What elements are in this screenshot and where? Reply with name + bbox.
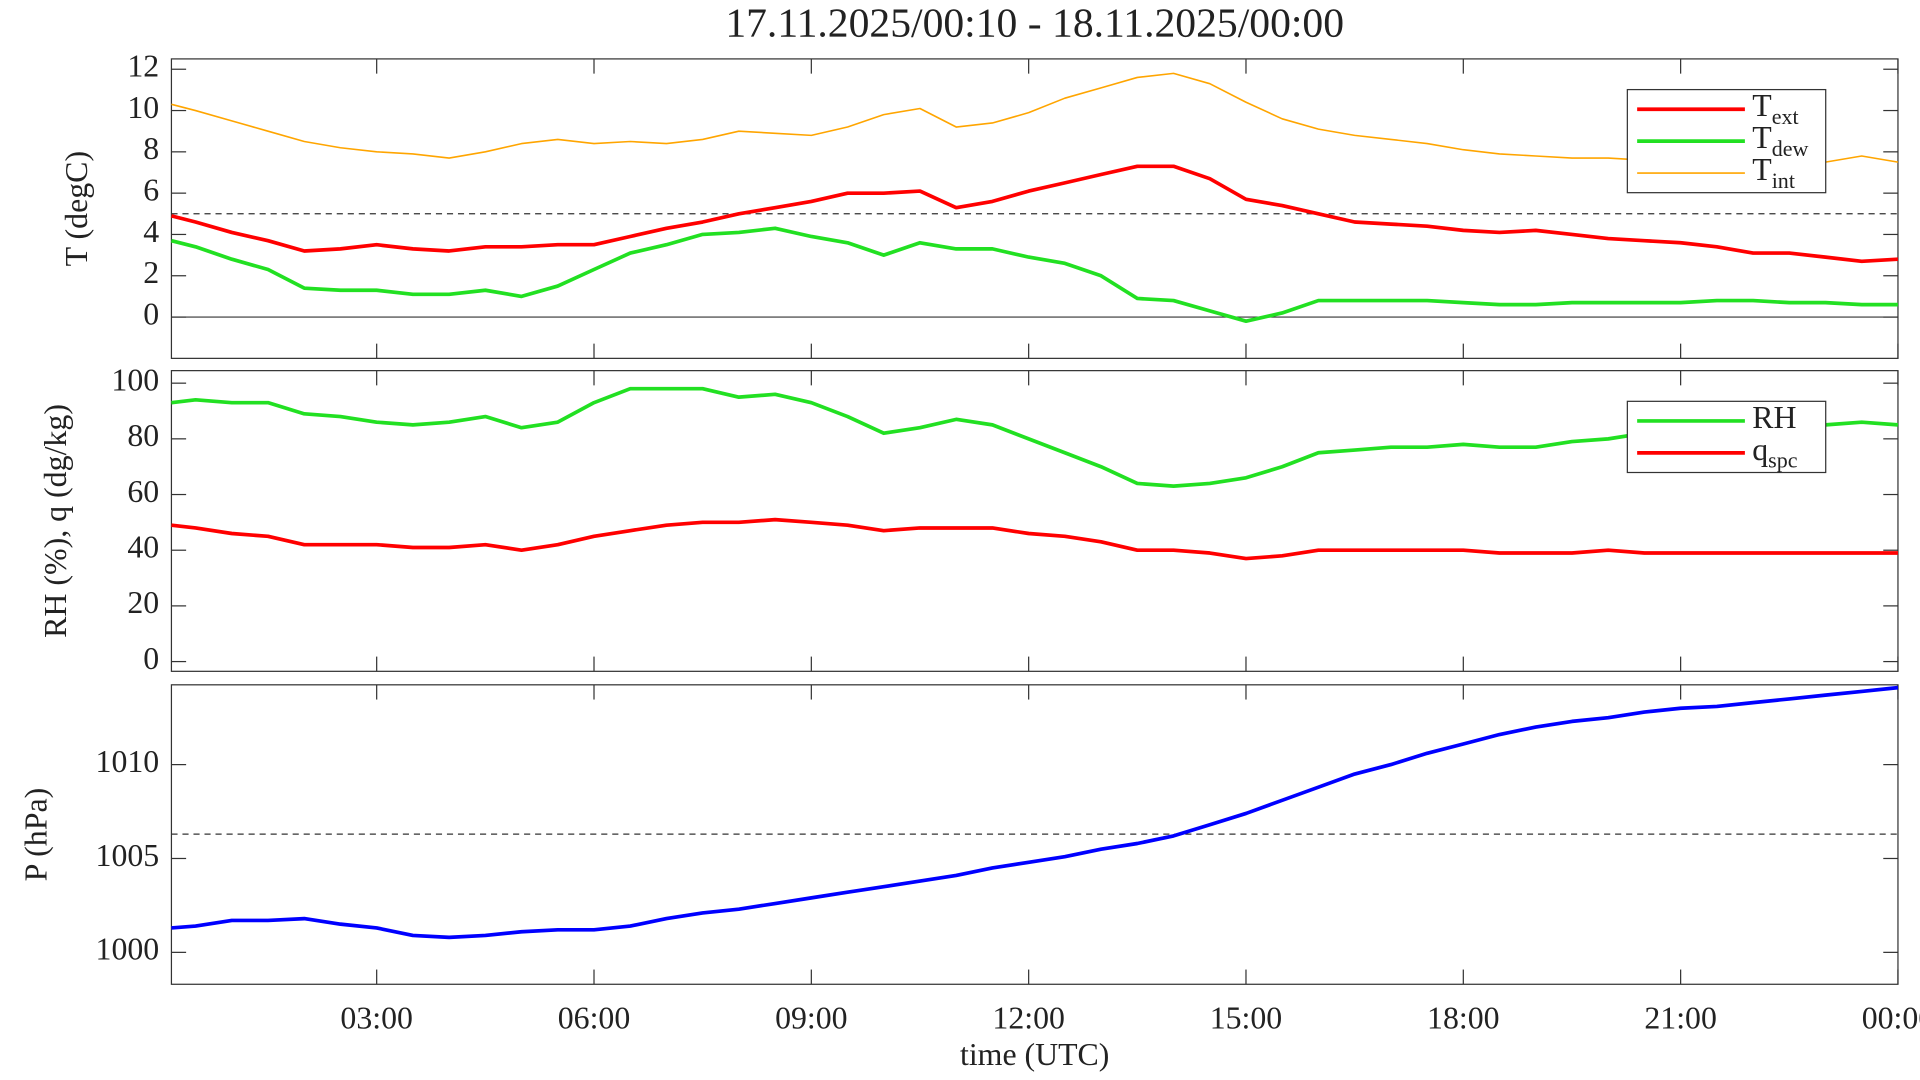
- y-axis-label: T (degC): [59, 151, 94, 266]
- y-tick-label: 1010: [96, 744, 160, 779]
- x-axis-label: time (UTC): [960, 1037, 1109, 1072]
- x-tick-label: 15:00: [1210, 1000, 1282, 1035]
- legend-label: RH: [1752, 400, 1796, 435]
- plot-frame: [170, 370, 1899, 672]
- x-tick-label: 03:00: [340, 1000, 412, 1035]
- legend-name: q: [1752, 432, 1768, 467]
- y-tick-label: 2: [143, 255, 159, 290]
- legend-box: [1626, 400, 1827, 474]
- y-tick-label: 60: [127, 474, 159, 509]
- y-tick-label: 12: [127, 49, 159, 84]
- y-axis-label: RH (%), q (dg/kg): [38, 404, 73, 638]
- series-line: [171, 386, 1899, 488]
- legend-label: Tdew: [1752, 120, 1808, 161]
- series-line: [170, 164, 1899, 264]
- y-tick-label: 6: [143, 172, 159, 207]
- y-axis-label: P (hPa): [19, 788, 54, 882]
- y-tick-label: 0: [143, 296, 159, 331]
- x-tick-label: 09:00: [775, 1000, 847, 1035]
- plot-frame: [170, 58, 1899, 359]
- series-line: [171, 685, 1899, 940]
- y-tick-label: 10: [127, 90, 159, 125]
- legend-label: Tint: [1752, 152, 1795, 193]
- legend-label: qspc: [1752, 432, 1797, 473]
- x-tick-label: 06:00: [558, 1000, 630, 1035]
- legend-subscript: spc: [1768, 448, 1798, 473]
- legend-name: T: [1752, 120, 1771, 155]
- y-tick-label: 4: [143, 214, 159, 249]
- y-tick-label: 8: [143, 131, 159, 166]
- y-tick-label: 1005: [96, 838, 160, 873]
- series-line: [170, 226, 1898, 324]
- x-tick-label: 21:00: [1644, 1000, 1716, 1035]
- x-tick-label: 00:00: [1862, 1000, 1920, 1035]
- legend-subscript: ext: [1772, 104, 1799, 129]
- chart-title: 17.11.2025/00:10 - 18.11.2025/00:00: [725, 1, 1344, 47]
- legend-name: T: [1752, 89, 1771, 124]
- y-tick-label: 1000: [96, 932, 160, 967]
- x-tick-label: 12:00: [992, 1000, 1064, 1035]
- legend-subscript: dew: [1772, 136, 1809, 161]
- legend-name: RH: [1752, 400, 1796, 435]
- series-line: [171, 72, 1899, 163]
- legend-name: T: [1752, 152, 1771, 187]
- y-tick-label: 100: [111, 362, 159, 397]
- y-tick-label: 20: [127, 585, 159, 620]
- legend-label: Text: [1752, 89, 1798, 130]
- y-tick-label: 40: [127, 529, 159, 564]
- y-tick-label: 80: [127, 418, 159, 453]
- series-line: [171, 517, 1898, 561]
- x-tick-label: 18:00: [1427, 1000, 1499, 1035]
- legend-subscript: int: [1772, 168, 1795, 193]
- y-tick-label: 0: [143, 641, 159, 676]
